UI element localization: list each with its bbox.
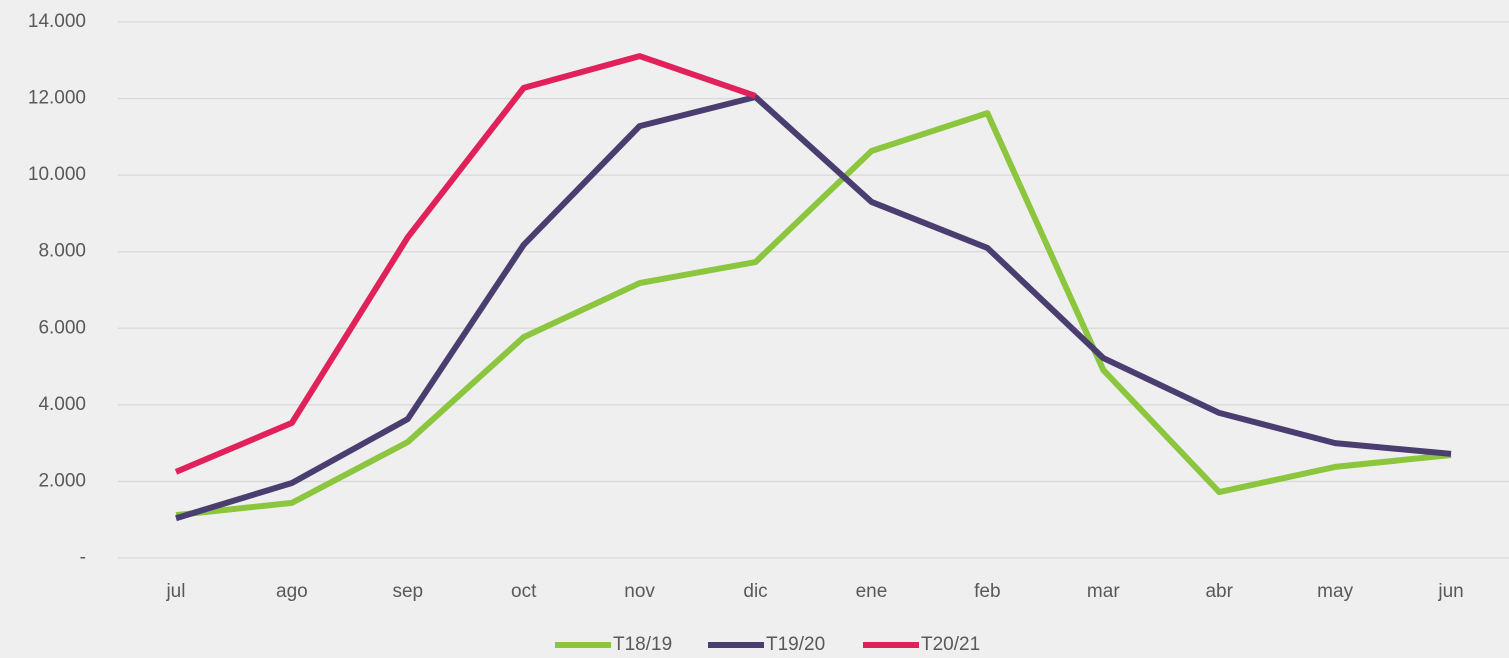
y-tick-label: 8.000 [38, 241, 86, 262]
series-line [174, 53, 757, 475]
y-tick-label: 12.000 [28, 88, 86, 109]
y-tick-label: 2.000 [38, 470, 86, 491]
x-tick-label: ene [856, 581, 888, 602]
legend-label: T18/19 [613, 634, 672, 655]
y-tick-label: 4.000 [38, 394, 86, 415]
x-tick-label: oct [511, 581, 537, 602]
x-tick-label: nov [624, 581, 655, 602]
legend-label: T19/20 [766, 634, 825, 655]
x-tick-label: ago [276, 581, 308, 602]
x-tick-label: mar [1087, 581, 1120, 602]
y-tick-label: 14.000 [28, 11, 86, 32]
y-tick-label: 10.000 [28, 164, 86, 185]
x-tick-label: dic [743, 581, 767, 602]
x-tick-label: abr [1205, 581, 1233, 602]
x-tick-label: sep [392, 581, 423, 602]
y-tick-label: - [80, 547, 86, 568]
x-tick-label: jun [1437, 581, 1463, 602]
x-tick-label: jul [165, 581, 185, 602]
x-tick-label: feb [974, 581, 1000, 602]
legend-label: T20/21 [921, 634, 980, 655]
series-line [175, 110, 1452, 519]
y-tick-label: 6.000 [38, 317, 86, 338]
series-line [175, 94, 1452, 522]
x-tick-label: may [1317, 581, 1353, 602]
